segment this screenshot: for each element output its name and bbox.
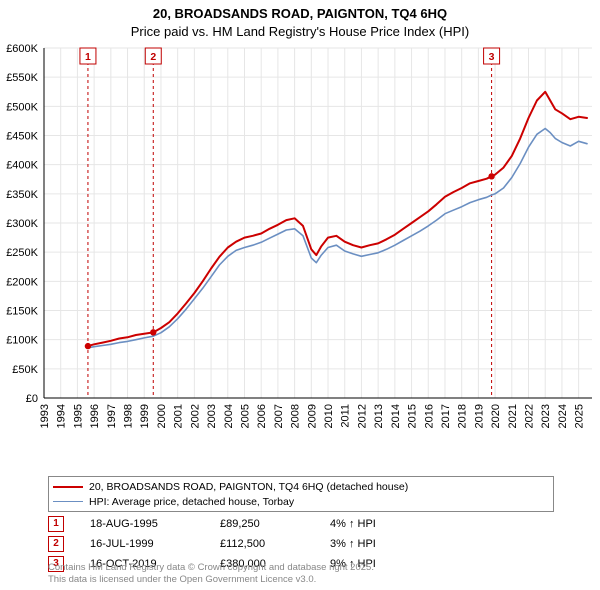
svg-text:2000: 2000 [156,404,168,428]
svg-text:1: 1 [85,51,91,63]
svg-text:2003: 2003 [206,404,218,428]
svg-text:1996: 1996 [89,404,101,428]
svg-text:£350K: £350K [6,189,38,201]
svg-text:£200K: £200K [6,276,38,288]
svg-text:£600K: £600K [6,43,38,55]
legend-row: 20, BROADSANDS ROAD, PAIGNTON, TQ4 6HQ (… [53,479,549,494]
transaction-date: 18-AUG-1995 [90,518,220,530]
svg-text:2022: 2022 [524,404,536,428]
svg-text:1999: 1999 [139,404,151,428]
svg-text:£150K: £150K [6,306,38,318]
legend-label: 20, BROADSANDS ROAD, PAIGNTON, TQ4 6HQ (… [89,481,408,493]
transaction-row: 2 16-JUL-1999£112,5003% ↑ HPI [48,534,450,554]
svg-text:2023: 2023 [540,404,552,428]
svg-text:2007: 2007 [273,404,285,428]
transaction-marker-box: 1 [48,516,64,532]
title-line-1: 20, BROADSANDS ROAD, PAIGNTON, TQ4 6HQ [0,6,600,21]
svg-text:1995: 1995 [72,404,84,428]
svg-text:1994: 1994 [56,404,68,428]
svg-text:£100K: £100K [6,335,38,347]
svg-text:2008: 2008 [290,404,302,428]
transaction-price: £89,250 [220,518,330,530]
svg-text:2012: 2012 [356,404,368,428]
svg-text:2005: 2005 [239,404,251,428]
svg-text:2011: 2011 [340,404,352,428]
footnote: Contains HM Land Registry data © Crown c… [48,562,374,586]
title-line-2: Price paid vs. HM Land Registry's House … [0,24,600,39]
svg-text:£50K: £50K [12,364,38,376]
legend-row: HPI: Average price, detached house, Torb… [53,494,549,509]
svg-text:2018: 2018 [457,404,469,428]
svg-text:2025: 2025 [574,404,586,428]
svg-text:£0: £0 [26,393,38,405]
footnote-line-2: This data is licensed under the Open Gov… [48,574,316,585]
svg-text:2019: 2019 [473,404,485,428]
svg-text:2010: 2010 [323,404,335,428]
svg-text:2020: 2020 [490,404,502,428]
transaction-price: £112,500 [220,538,330,550]
svg-text:2: 2 [150,51,156,63]
svg-text:2004: 2004 [223,404,235,428]
svg-text:2015: 2015 [407,404,419,428]
svg-text:£550K: £550K [6,72,38,84]
svg-text:1997: 1997 [106,404,118,428]
legend-swatch [53,486,83,488]
transaction-pct: 3% ↑ HPI [330,538,450,550]
svg-text:3: 3 [489,51,495,63]
price-chart: £0 £50K £100K £150K £200K £250K £300K £350K £400… [0,42,600,442]
legend-swatch [53,501,83,502]
svg-text:2021: 2021 [507,404,519,428]
transaction-marker-box: 2 [48,536,64,552]
legend-label: HPI: Average price, detached house, Torb… [89,496,294,508]
svg-text:2024: 2024 [557,404,569,428]
svg-text:£450K: £450K [6,131,38,143]
svg-text:1993: 1993 [39,404,51,428]
transaction-row: 1 18-AUG-1995£89,2504% ↑ HPI [48,514,450,534]
svg-text:2016: 2016 [423,404,435,428]
svg-text:£300K: £300K [6,218,38,230]
svg-text:2001: 2001 [173,404,185,428]
figure-container: 20, BROADSANDS ROAD, PAIGNTON, TQ4 6HQ P… [0,0,600,590]
legend: 20, BROADSANDS ROAD, PAIGNTON, TQ4 6HQ (… [48,476,554,512]
svg-text:2006: 2006 [256,404,268,428]
transaction-pct: 4% ↑ HPI [330,518,450,530]
svg-text:1998: 1998 [123,404,135,428]
svg-text:2009: 2009 [306,404,318,428]
footnote-line-1: Contains HM Land Registry data © Crown c… [48,562,374,573]
transaction-date: 16-JUL-1999 [90,538,220,550]
svg-text:£500K: £500K [6,101,38,113]
svg-text:2014: 2014 [390,404,402,428]
svg-text:2013: 2013 [373,404,385,428]
svg-text:2002: 2002 [189,404,201,428]
svg-text:£250K: £250K [6,247,38,259]
svg-text:2017: 2017 [440,404,452,428]
svg-text:£400K: £400K [6,160,38,172]
